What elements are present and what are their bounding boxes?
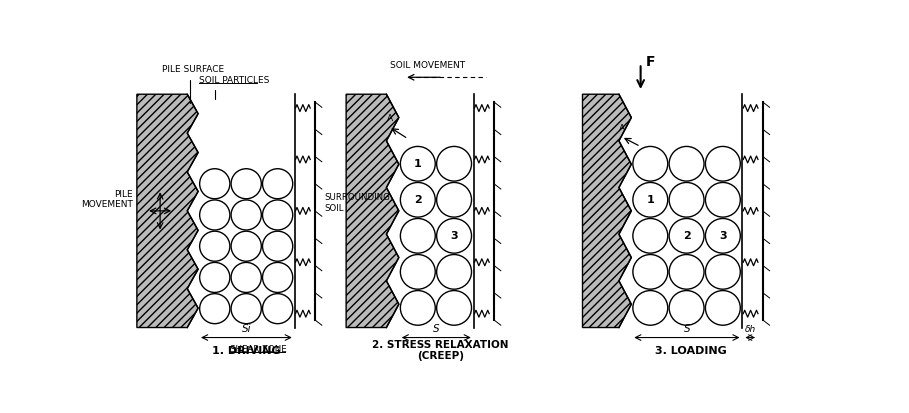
Circle shape bbox=[400, 147, 435, 181]
Text: 1: 1 bbox=[646, 195, 654, 205]
Circle shape bbox=[669, 218, 704, 253]
Polygon shape bbox=[346, 94, 399, 328]
Circle shape bbox=[436, 218, 472, 253]
Circle shape bbox=[231, 231, 261, 261]
Circle shape bbox=[436, 254, 472, 289]
Circle shape bbox=[263, 294, 293, 324]
Circle shape bbox=[436, 183, 472, 217]
Text: 3: 3 bbox=[450, 231, 458, 241]
Circle shape bbox=[669, 147, 704, 181]
Circle shape bbox=[231, 262, 261, 292]
Circle shape bbox=[669, 183, 704, 217]
Circle shape bbox=[400, 254, 435, 289]
Text: A: A bbox=[386, 114, 393, 123]
Circle shape bbox=[705, 147, 740, 181]
Circle shape bbox=[705, 291, 740, 325]
Text: 3. LOADING: 3. LOADING bbox=[654, 346, 726, 356]
Polygon shape bbox=[137, 94, 198, 328]
Text: 2: 2 bbox=[683, 231, 691, 241]
Circle shape bbox=[400, 291, 435, 325]
Circle shape bbox=[705, 218, 740, 253]
Circle shape bbox=[669, 254, 704, 289]
Circle shape bbox=[200, 294, 230, 324]
Text: S: S bbox=[684, 325, 690, 335]
Circle shape bbox=[263, 169, 293, 199]
Text: 1: 1 bbox=[414, 159, 422, 169]
Text: SHEAR ZONE: SHEAR ZONE bbox=[230, 345, 286, 354]
Text: 2. STRESS RELAXATION
(CREEP): 2. STRESS RELAXATION (CREEP) bbox=[372, 340, 508, 361]
Circle shape bbox=[436, 147, 472, 181]
Circle shape bbox=[263, 262, 293, 292]
Circle shape bbox=[200, 231, 230, 261]
Text: SOIL PARTICLES: SOIL PARTICLES bbox=[199, 76, 269, 99]
Circle shape bbox=[669, 291, 704, 325]
Text: PILE SURFACE: PILE SURFACE bbox=[162, 65, 224, 103]
Circle shape bbox=[231, 294, 261, 324]
Text: δh: δh bbox=[744, 325, 756, 335]
Text: SOIL MOVEMENT: SOIL MOVEMENT bbox=[390, 62, 465, 70]
Circle shape bbox=[633, 183, 668, 217]
Circle shape bbox=[436, 291, 472, 325]
Circle shape bbox=[200, 262, 230, 292]
Circle shape bbox=[633, 291, 668, 325]
Text: Si: Si bbox=[242, 325, 251, 335]
Circle shape bbox=[400, 218, 435, 253]
Text: A: A bbox=[619, 124, 625, 133]
Circle shape bbox=[231, 169, 261, 199]
Text: 2: 2 bbox=[414, 195, 422, 205]
Circle shape bbox=[705, 183, 740, 217]
Circle shape bbox=[633, 218, 668, 253]
Circle shape bbox=[231, 200, 261, 230]
Circle shape bbox=[400, 183, 435, 217]
Circle shape bbox=[705, 254, 740, 289]
Polygon shape bbox=[583, 94, 632, 328]
Circle shape bbox=[200, 169, 230, 199]
Text: S: S bbox=[433, 325, 440, 335]
Circle shape bbox=[263, 200, 293, 230]
Circle shape bbox=[633, 147, 668, 181]
Text: 1. DRIVING: 1. DRIVING bbox=[213, 346, 281, 356]
Text: SURROUNDING
SOIL: SURROUNDING SOIL bbox=[325, 193, 390, 213]
Circle shape bbox=[633, 254, 668, 289]
Circle shape bbox=[263, 231, 293, 261]
Text: F: F bbox=[646, 55, 655, 69]
Circle shape bbox=[200, 200, 230, 230]
Text: 3: 3 bbox=[719, 231, 726, 241]
Text: PILE
MOVEMENT: PILE MOVEMENT bbox=[81, 190, 133, 209]
